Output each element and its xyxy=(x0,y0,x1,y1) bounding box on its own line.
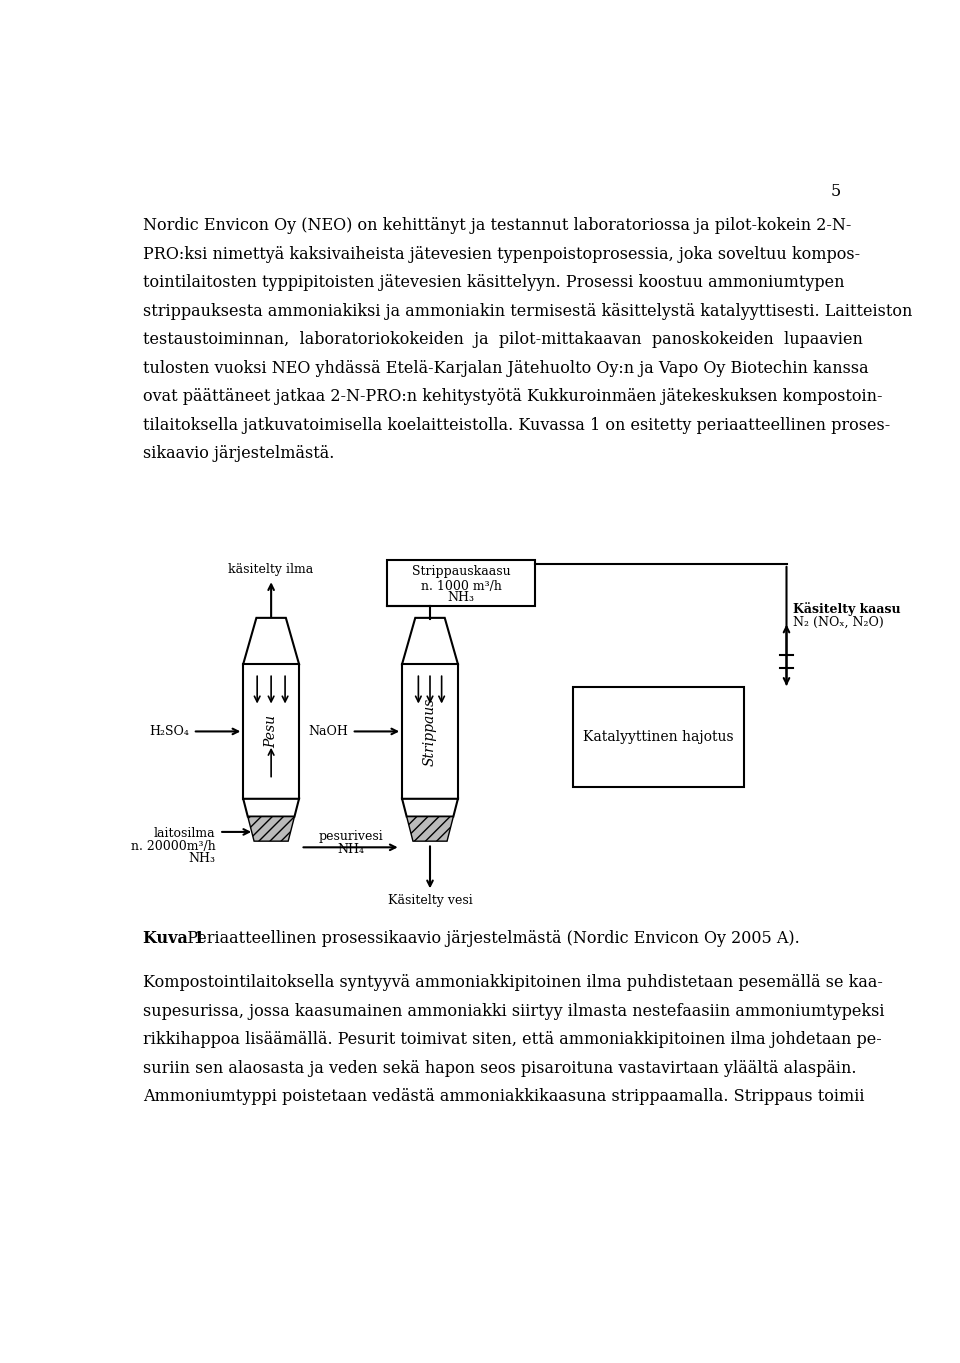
Polygon shape xyxy=(248,816,295,841)
Polygon shape xyxy=(407,816,453,841)
Text: N₂ (NOₓ, N₂O): N₂ (NOₓ, N₂O) xyxy=(793,616,883,628)
Text: sikaavio järjestelmästä.: sikaavio järjestelmästä. xyxy=(143,446,335,462)
Text: pesurivesi: pesurivesi xyxy=(318,830,383,844)
Bar xyxy=(388,560,535,607)
Text: Nordic Envicon Oy (NEO) on kehittänyt ja testannut laboratoriossa ja pilot-kokei: Nordic Envicon Oy (NEO) on kehittänyt ja… xyxy=(143,218,852,234)
Text: H₂SO₄: H₂SO₄ xyxy=(149,725,189,737)
Text: Katalyyttinen hajotus: Katalyyttinen hajotus xyxy=(584,731,734,744)
Text: n. 20000m³/h: n. 20000m³/h xyxy=(131,840,215,853)
Text: supesurissa, jossa kaasumainen ammoniakki siirtyy ilmasta nestefaasiin ammoniumt: supesurissa, jossa kaasumainen ammoniakk… xyxy=(143,1003,885,1020)
Text: tointilaitosten typpipitoisten jätevesien käsittelyyn. Prosessi koostuu ammonium: tointilaitosten typpipitoisten jätevesie… xyxy=(143,274,845,292)
Text: tilaitoksella jatkuvatoimisella koelaitteistolla. Kuvassa 1 on esitetty periaatt: tilaitoksella jatkuvatoimisella koelaitt… xyxy=(143,417,891,433)
Text: NH₃: NH₃ xyxy=(447,592,474,605)
Polygon shape xyxy=(243,617,299,664)
Text: testaustoiminnan,  laboratoriokokeiden  ja  pilot-mittakaavan  panoskokeiden  lu: testaustoiminnan, laboratoriokokeiden ja… xyxy=(143,331,863,349)
Text: rikkihappoa lisäämällä. Pesurit toimivat siten, että ammoniakkipitoinen ilma joh: rikkihappoa lisäämällä. Pesurit toimivat… xyxy=(143,1032,882,1048)
Text: NH₃: NH₃ xyxy=(188,852,215,866)
Text: Pesu: Pesu xyxy=(264,716,278,748)
Text: NH₄: NH₄ xyxy=(337,842,364,856)
Text: 5: 5 xyxy=(830,183,841,200)
Text: käsitelty ilma: käsitelty ilma xyxy=(228,563,314,575)
Text: tulosten vuoksi NEO yhdässä Etelä-Karjalan Jätehuolto Oy:n ja Vapo Oy Biotechin : tulosten vuoksi NEO yhdässä Etelä-Karjal… xyxy=(143,360,869,378)
Bar xyxy=(243,664,299,799)
Polygon shape xyxy=(402,799,458,816)
Polygon shape xyxy=(243,799,299,816)
Text: suriin sen alaosasta ja veden sekä hapon seos pisaroituna vastavirtaan yläältä a: suriin sen alaosasta ja veden sekä hapon… xyxy=(143,1060,856,1077)
Text: Käsitelty kaasu: Käsitelty kaasu xyxy=(793,602,900,616)
Text: Strippaus: Strippaus xyxy=(423,698,437,766)
Bar xyxy=(573,687,744,788)
Text: Kompostointilaitoksella syntyyvä ammoniakkipitoinen ilma puhdistetaan pesemällä : Kompostointilaitoksella syntyyvä ammonia… xyxy=(143,975,883,991)
Text: Kuva 1: Kuva 1 xyxy=(143,930,205,947)
Text: ovat päättäneet jatkaa 2-N-PRO:n kehitystyötä Kukkuroinmäen jätekeskuksen kompos: ovat päättäneet jatkaa 2-N-PRO:n kehitys… xyxy=(143,388,883,405)
Text: laitosilma: laitosilma xyxy=(154,827,215,841)
Text: NaOH: NaOH xyxy=(308,725,348,737)
Text: strippauksesta ammoniakiksi ja ammoniakin termisestä käsittelystä katalyyttisest: strippauksesta ammoniakiksi ja ammoniaki… xyxy=(143,303,913,320)
Text: Käsitelty vesi: Käsitelty vesi xyxy=(388,894,472,908)
Text: PRO:ksi nimettyä kaksivaiheista jätevesien typenpoistoprosessia, joka soveltuu k: PRO:ksi nimettyä kaksivaiheista jätevesi… xyxy=(143,245,860,263)
Bar xyxy=(402,664,458,799)
Text: Strippauskaasu: Strippauskaasu xyxy=(412,566,511,578)
Text: Ammoniumtyppi poistetaan vedästä ammoniakkikaasuna strippaamalla. Strippaus toim: Ammoniumtyppi poistetaan vedästä ammonia… xyxy=(143,1088,865,1105)
Text: n. 1000 m³/h: n. 1000 m³/h xyxy=(420,581,501,593)
Text: . Periaatteellinen prosessikaavio järjestelmästä (Nordic Envicon Oy 2005 A).: . Periaatteellinen prosessikaavio järjes… xyxy=(178,930,800,947)
Polygon shape xyxy=(402,617,458,664)
